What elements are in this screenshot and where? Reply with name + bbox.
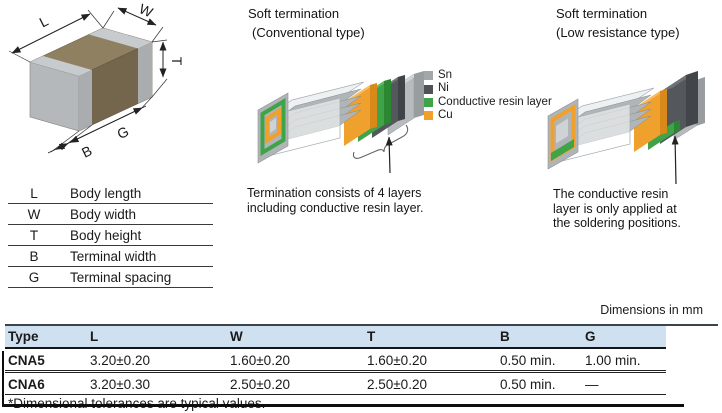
left-terminal-front-band bbox=[79, 70, 92, 131]
low-resistance-caption: The conductive resin layer is only applie… bbox=[553, 187, 681, 230]
resin-swatch-icon bbox=[424, 97, 433, 107]
legend-label: Conductive resin layer bbox=[438, 95, 552, 108]
pointer-arrow bbox=[385, 136, 393, 174]
cu-swatch-icon bbox=[424, 111, 433, 121]
low-resistance-title: Soft termination (Low resistance type) bbox=[556, 6, 680, 40]
chip-body bbox=[29, 27, 153, 132]
chip-transparent-body bbox=[267, 81, 365, 157]
meaning: Body width bbox=[70, 206, 137, 222]
symbol: W bbox=[27, 206, 41, 222]
meaning: Terminal spacing bbox=[70, 269, 172, 285]
chip-dimension-diagram: L W T B G bbox=[8, 0, 185, 161]
value-cell: 1.60±0.20 bbox=[227, 348, 364, 373]
col-header-t: T bbox=[364, 326, 497, 349]
symbol: T bbox=[29, 227, 39, 243]
definition-row: W Body width bbox=[8, 204, 213, 225]
value-cell: 0.50 min. bbox=[497, 348, 582, 373]
left-termination-cross-section bbox=[547, 98, 579, 170]
legend-item-cu: Cu bbox=[424, 109, 552, 122]
meaning: Body height bbox=[70, 227, 142, 243]
right-terminal-top-band bbox=[89, 28, 152, 49]
table-row-cna5: CNA5 3.20±0.20 1.60±0.20 1.60±0.20 0.50 … bbox=[5, 348, 666, 373]
value-cell: 3.20±0.30 bbox=[87, 371, 227, 395]
dimension-arrow-w bbox=[117, 7, 157, 26]
table-row-cna6: CNA6 3.20±0.30 2.50±0.20 2.50±0.20 0.50 … bbox=[5, 371, 666, 395]
pointer-arrow bbox=[671, 135, 679, 185]
dim-label-b: B bbox=[79, 142, 94, 160]
dimension-arrows bbox=[11, 7, 167, 154]
col-header-w: W bbox=[227, 326, 364, 349]
legend-item-ni: Ni bbox=[424, 82, 552, 95]
ni-swatch-icon bbox=[424, 84, 433, 94]
meaning: Body length bbox=[70, 185, 142, 201]
right-terminal-front-band bbox=[138, 42, 152, 104]
type-cell: CNA5 bbox=[5, 348, 87, 373]
conventional-caption: Termination consists of 4 layers includin… bbox=[247, 186, 424, 215]
definition-row: B Terminal width bbox=[8, 246, 213, 267]
footnote: *Dimensional tolerances are typical valu… bbox=[5, 395, 666, 411]
value-cell: 2.50±0.20 bbox=[364, 371, 497, 395]
legend-item-resin: Conductive resin layer bbox=[424, 96, 552, 109]
table-bottom-rule bbox=[2, 404, 684, 407]
dim-label-g: G bbox=[114, 123, 131, 142]
value-cell: — bbox=[582, 371, 666, 395]
definition-row: G Terminal spacing bbox=[8, 267, 213, 288]
table-header-row: Type L W T B G bbox=[5, 326, 666, 349]
layers-brace bbox=[352, 124, 409, 159]
sn-swatch-icon bbox=[424, 71, 433, 81]
type-cell: CNA6 bbox=[5, 371, 87, 395]
legend-item-sn: Sn bbox=[424, 69, 552, 82]
symbol: L bbox=[30, 185, 38, 201]
col-header-g: G bbox=[582, 326, 666, 349]
table-footnote-row: *Dimensional tolerances are typical valu… bbox=[5, 395, 666, 411]
symbol: G bbox=[28, 269, 40, 285]
definition-row: L Body length bbox=[8, 183, 213, 204]
revision-change-bar bbox=[2, 351, 4, 404]
symbol: B bbox=[29, 248, 39, 264]
value-cell: 0.50 min. bbox=[497, 371, 582, 395]
table-top-rule bbox=[5, 324, 718, 326]
col-header-type: Type bbox=[5, 326, 87, 349]
meaning: Terminal width bbox=[70, 248, 157, 264]
resin-bottom-only bbox=[551, 139, 574, 161]
dimensions-table: Type L W T B G CNA5 3.20±0.20 1.60±0.20 … bbox=[5, 326, 666, 411]
value-cell: 2.50±0.20 bbox=[227, 371, 364, 395]
dim-label-l: L bbox=[37, 13, 51, 31]
dimension-arrow-l bbox=[11, 13, 91, 54]
conventional-title: Soft termination (Conventional type) bbox=[248, 6, 365, 40]
symbol-definition-table: L Body length W Body width T Body height… bbox=[8, 183, 213, 288]
value-cell: 3.20±0.20 bbox=[87, 348, 227, 373]
conventional-termination-illustration bbox=[257, 71, 424, 174]
left-termination-cross-section bbox=[257, 92, 289, 164]
col-header-b: B bbox=[497, 326, 582, 349]
col-header-l: L bbox=[87, 326, 227, 349]
value-cell: 1.60±0.20 bbox=[364, 348, 497, 373]
dimension-arrow-g bbox=[69, 125, 106, 143]
legend-label: Cu bbox=[438, 109, 453, 122]
units-note: Dimensions in mm bbox=[600, 303, 703, 317]
resin-layer-partial bbox=[648, 120, 680, 150]
value-cell: 1.00 min. bbox=[582, 348, 666, 373]
legend-label: Sn bbox=[438, 68, 453, 81]
legend-label: Ni bbox=[438, 82, 449, 95]
left-terminal-top-band bbox=[30, 56, 92, 76]
low-resistance-termination-illustration bbox=[547, 71, 705, 185]
dim-label-t: T bbox=[169, 57, 185, 66]
definition-row: T Body height bbox=[8, 225, 213, 246]
layer-legend: Sn Ni Conductive resin layer Cu bbox=[424, 69, 552, 123]
